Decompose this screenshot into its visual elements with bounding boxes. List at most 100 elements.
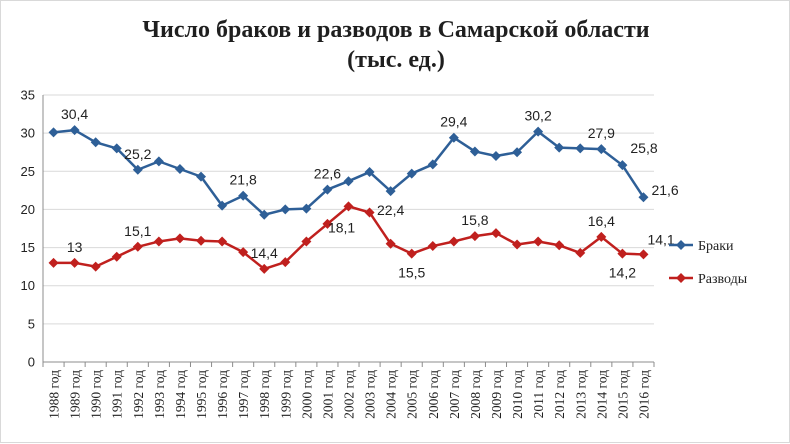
data-point bbox=[343, 201, 354, 212]
x-tick-label: 2008 год bbox=[468, 370, 483, 419]
x-tick-label: 2013 год bbox=[573, 370, 588, 419]
x-tick-label: 2001 год bbox=[320, 370, 335, 419]
data-point bbox=[69, 257, 80, 268]
y-tick-label: 15 bbox=[21, 240, 35, 255]
x-tick-label: 1999 год bbox=[278, 370, 293, 419]
data-point bbox=[406, 168, 417, 179]
data-point bbox=[554, 240, 565, 251]
data-point bbox=[322, 218, 333, 229]
x-tick-label: 2000 год bbox=[299, 370, 314, 419]
data-point bbox=[490, 228, 501, 239]
x-tick-label: 2003 год bbox=[363, 370, 378, 419]
data-label: 14,4 bbox=[251, 245, 278, 261]
data-label: 16,4 bbox=[588, 213, 615, 229]
data-point bbox=[259, 263, 270, 274]
x-tick-label: 1988 год bbox=[47, 370, 62, 419]
data-point bbox=[301, 203, 312, 214]
data-point bbox=[322, 184, 333, 195]
x-tick-label: 1991 год bbox=[110, 370, 125, 419]
data-point bbox=[132, 164, 143, 175]
x-tick-label: 2004 год bbox=[384, 370, 399, 419]
data-point bbox=[48, 127, 59, 138]
data-label: 15,8 bbox=[461, 212, 488, 228]
data-point bbox=[259, 209, 270, 220]
chart-title: Число браков и разводов в Самарской обла… bbox=[1, 15, 790, 75]
y-tick-label: 30 bbox=[21, 126, 35, 141]
x-tick-label: 1992 год bbox=[131, 370, 146, 419]
legend-marker-1 bbox=[676, 240, 686, 250]
x-tick-label: 2016 год bbox=[636, 370, 651, 419]
x-tick-label: 2015 год bbox=[615, 370, 630, 419]
data-point bbox=[196, 235, 207, 246]
data-point bbox=[90, 137, 101, 148]
data-point bbox=[427, 241, 438, 252]
data-label: 27,9 bbox=[588, 125, 615, 141]
data-point bbox=[512, 147, 523, 158]
chart-title-line1: Число браков и разводов в Самарской обла… bbox=[142, 17, 650, 43]
data-point bbox=[48, 257, 59, 268]
y-tick-label: 0 bbox=[28, 355, 35, 370]
legend-label-2: Разводы bbox=[698, 272, 748, 287]
y-tick-label: 10 bbox=[21, 278, 35, 293]
x-tick-label: 2011 год bbox=[531, 370, 546, 418]
data-point bbox=[617, 248, 628, 259]
y-tick-label: 25 bbox=[21, 164, 35, 179]
data-point bbox=[364, 207, 375, 218]
x-tick-label: 1998 год bbox=[257, 370, 272, 419]
data-point bbox=[343, 176, 354, 187]
data-point bbox=[406, 248, 417, 259]
data-point bbox=[575, 143, 586, 154]
data-label: 22,6 bbox=[314, 166, 341, 182]
data-point bbox=[238, 247, 249, 258]
data-label: 25,8 bbox=[630, 140, 657, 156]
y-tick-label: 5 bbox=[28, 316, 35, 331]
data-point bbox=[448, 132, 459, 143]
data-label: 13 bbox=[67, 239, 83, 255]
y-tick-label: 35 bbox=[21, 88, 35, 103]
x-tick-label: 1990 год bbox=[89, 370, 104, 419]
data-point bbox=[448, 236, 459, 247]
data-point bbox=[153, 156, 164, 167]
data-point bbox=[469, 146, 480, 157]
data-point bbox=[238, 190, 249, 201]
data-label: 15,1 bbox=[124, 223, 151, 239]
data-point bbox=[554, 142, 565, 153]
x-tick-label: 2006 год bbox=[426, 370, 441, 419]
data-point bbox=[217, 200, 228, 211]
data-point bbox=[301, 236, 312, 247]
x-tick-label: 2009 год bbox=[489, 370, 504, 419]
data-point bbox=[490, 151, 501, 162]
legend-label-1: Браки bbox=[698, 239, 734, 254]
data-point bbox=[364, 167, 375, 178]
data-label: 18,1 bbox=[328, 219, 355, 235]
x-tick-label: 2012 год bbox=[552, 370, 567, 419]
data-point bbox=[596, 231, 607, 242]
data-point bbox=[90, 261, 101, 272]
data-point bbox=[280, 257, 291, 268]
data-label: 25,2 bbox=[124, 146, 151, 162]
data-point bbox=[280, 204, 291, 215]
data-point bbox=[427, 159, 438, 170]
data-point bbox=[174, 163, 185, 174]
legend-marker-2 bbox=[676, 273, 686, 283]
data-label: 22,4 bbox=[377, 202, 404, 218]
data-point bbox=[196, 171, 207, 182]
x-tick-label: 1996 год bbox=[215, 370, 230, 419]
data-point bbox=[512, 239, 523, 250]
data-point bbox=[596, 144, 607, 155]
data-label: 14,1 bbox=[647, 231, 674, 247]
data-point bbox=[174, 233, 185, 244]
data-point bbox=[153, 236, 164, 247]
x-tick-label: 1989 год bbox=[68, 370, 83, 419]
x-tick-label: 2010 год bbox=[510, 370, 525, 419]
data-point bbox=[533, 236, 544, 247]
data-label: 30,2 bbox=[524, 108, 551, 124]
x-tick-label: 2002 год bbox=[342, 370, 357, 419]
x-tick-label: 1995 год bbox=[194, 370, 209, 419]
data-point bbox=[638, 249, 649, 260]
data-point bbox=[575, 247, 586, 258]
data-label: 29,4 bbox=[440, 114, 467, 130]
x-tick-label: 1997 год bbox=[236, 370, 251, 419]
